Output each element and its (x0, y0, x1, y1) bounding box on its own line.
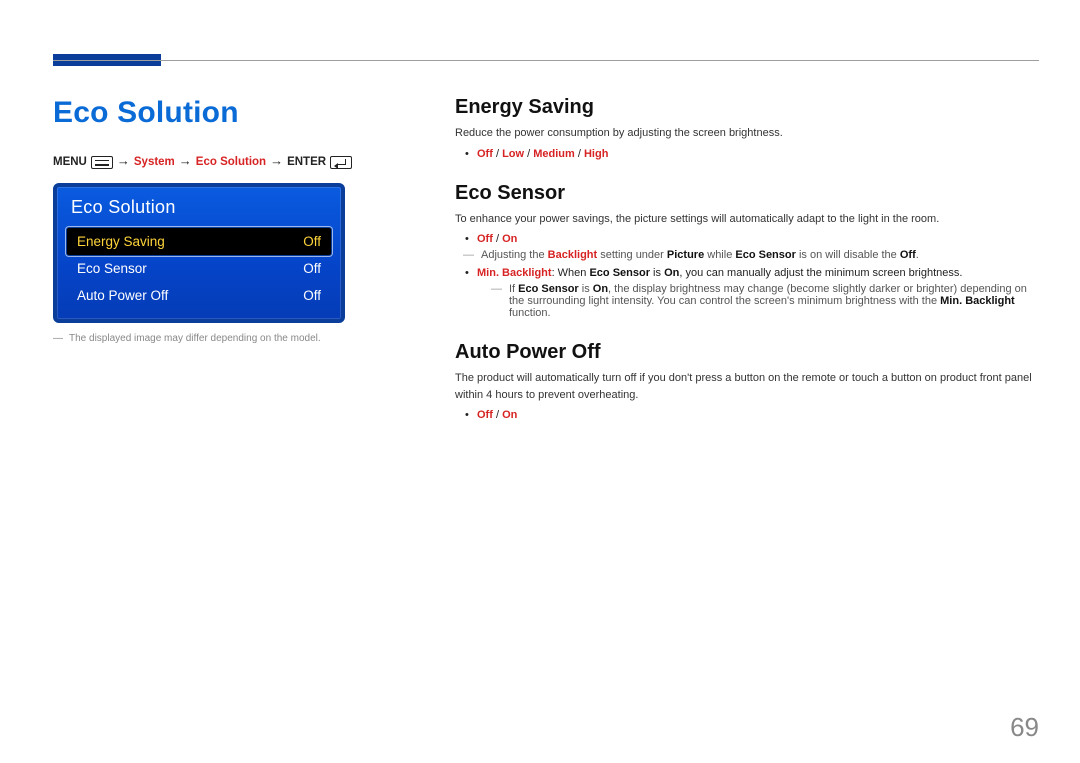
section-eco-sensor: Eco Sensor To enhance your power savings… (455, 182, 1039, 320)
osd-row-value: Off (303, 234, 321, 249)
disclaimer-dash: ― (53, 333, 63, 344)
min-backlight-bullet: Min. Backlight: When Eco Sensor is On, y… (477, 267, 1039, 279)
option-off: Off (477, 409, 493, 421)
section-heading: Eco Sensor (455, 182, 1039, 205)
option-high: High (584, 148, 608, 160)
section-desc: The product will automatically turn off … (455, 370, 1039, 403)
osd-row-value: Off (303, 261, 321, 276)
section-auto-power-off: Auto Power Off The product will automati… (455, 341, 1039, 421)
enter-icon (330, 156, 352, 169)
note-eco-sensor-on: If Eco Sensor is On, the display brightn… (491, 283, 1039, 319)
option-line: Off / On (477, 233, 1039, 245)
header-rule (53, 60, 1039, 61)
page-title: Eco Solution (53, 96, 393, 130)
breadcrumb-eco: Eco Solution (196, 156, 266, 168)
section-heading: Energy Saving (455, 96, 1039, 119)
option-line: Off / Low / Medium / High (477, 148, 1039, 160)
osd-row-label: Auto Power Off (77, 288, 168, 303)
manual-page: Eco Solution MENU → System → Eco Solutio… (0, 0, 1080, 763)
osd-row-label: Eco Sensor (77, 261, 147, 276)
option-on: On (502, 233, 517, 245)
option-medium: Medium (533, 148, 575, 160)
section-energy-saving: Energy Saving Reduce the power consumpti… (455, 96, 1039, 160)
option-off: Off (477, 233, 493, 245)
option-on: On (502, 409, 517, 421)
breadcrumb-system: System (134, 156, 175, 168)
option-line: Off / On (477, 409, 1039, 421)
osd-panel: Eco Solution Energy Saving Off Eco Senso… (53, 183, 345, 323)
breadcrumb: MENU → System → Eco Solution → ENTER (53, 154, 393, 169)
osd-row-eco-sensor[interactable]: Eco Sensor Off (57, 255, 341, 282)
osd-row-value: Off (303, 288, 321, 303)
osd-row-auto-power-off[interactable]: Auto Power Off Off (57, 282, 341, 309)
breadcrumb-enter: ENTER (287, 156, 326, 168)
disclaimer: ― The displayed image may differ dependi… (53, 333, 393, 344)
note-adjust-backlight: Adjusting the Backlight setting under Pi… (463, 249, 1039, 261)
left-column: Eco Solution MENU → System → Eco Solutio… (53, 96, 393, 344)
osd-row-energy-saving[interactable]: Energy Saving Off (67, 228, 331, 255)
breadcrumb-arrow: → (270, 153, 283, 168)
right-column: Energy Saving Reduce the power consumpti… (455, 96, 1039, 443)
breadcrumb-arrow: → (117, 153, 130, 168)
option-off: Off (477, 148, 493, 160)
breadcrumb-arrow: → (179, 153, 192, 168)
disclaimer-text: The displayed image may differ depending… (69, 333, 321, 344)
osd-row-label: Energy Saving (77, 234, 165, 249)
page-number: 69 (1010, 712, 1039, 743)
option-low: Low (502, 148, 524, 160)
osd-title: Eco Solution (57, 187, 341, 228)
menu-icon (91, 156, 113, 169)
section-heading: Auto Power Off (455, 341, 1039, 364)
section-desc: To enhance your power savings, the pictu… (455, 211, 1039, 228)
section-desc: Reduce the power consumption by adjustin… (455, 125, 1039, 142)
breadcrumb-menu: MENU (53, 156, 87, 168)
